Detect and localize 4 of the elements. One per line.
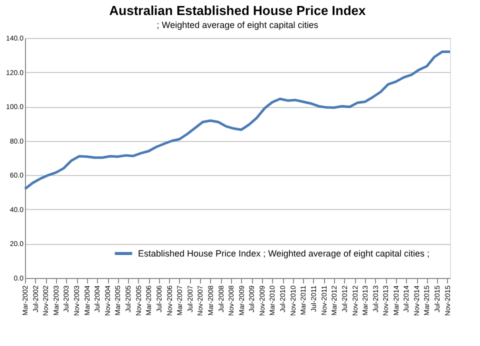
chart-title: Australian Established House Price Index xyxy=(109,3,366,18)
chart-subtitle: ; Weighted average of eight capital cities xyxy=(156,20,319,30)
line-series xyxy=(24,50,452,190)
legend-label: Established House Price Index ; Weighted average of eight capital cities ; xyxy=(138,248,430,258)
